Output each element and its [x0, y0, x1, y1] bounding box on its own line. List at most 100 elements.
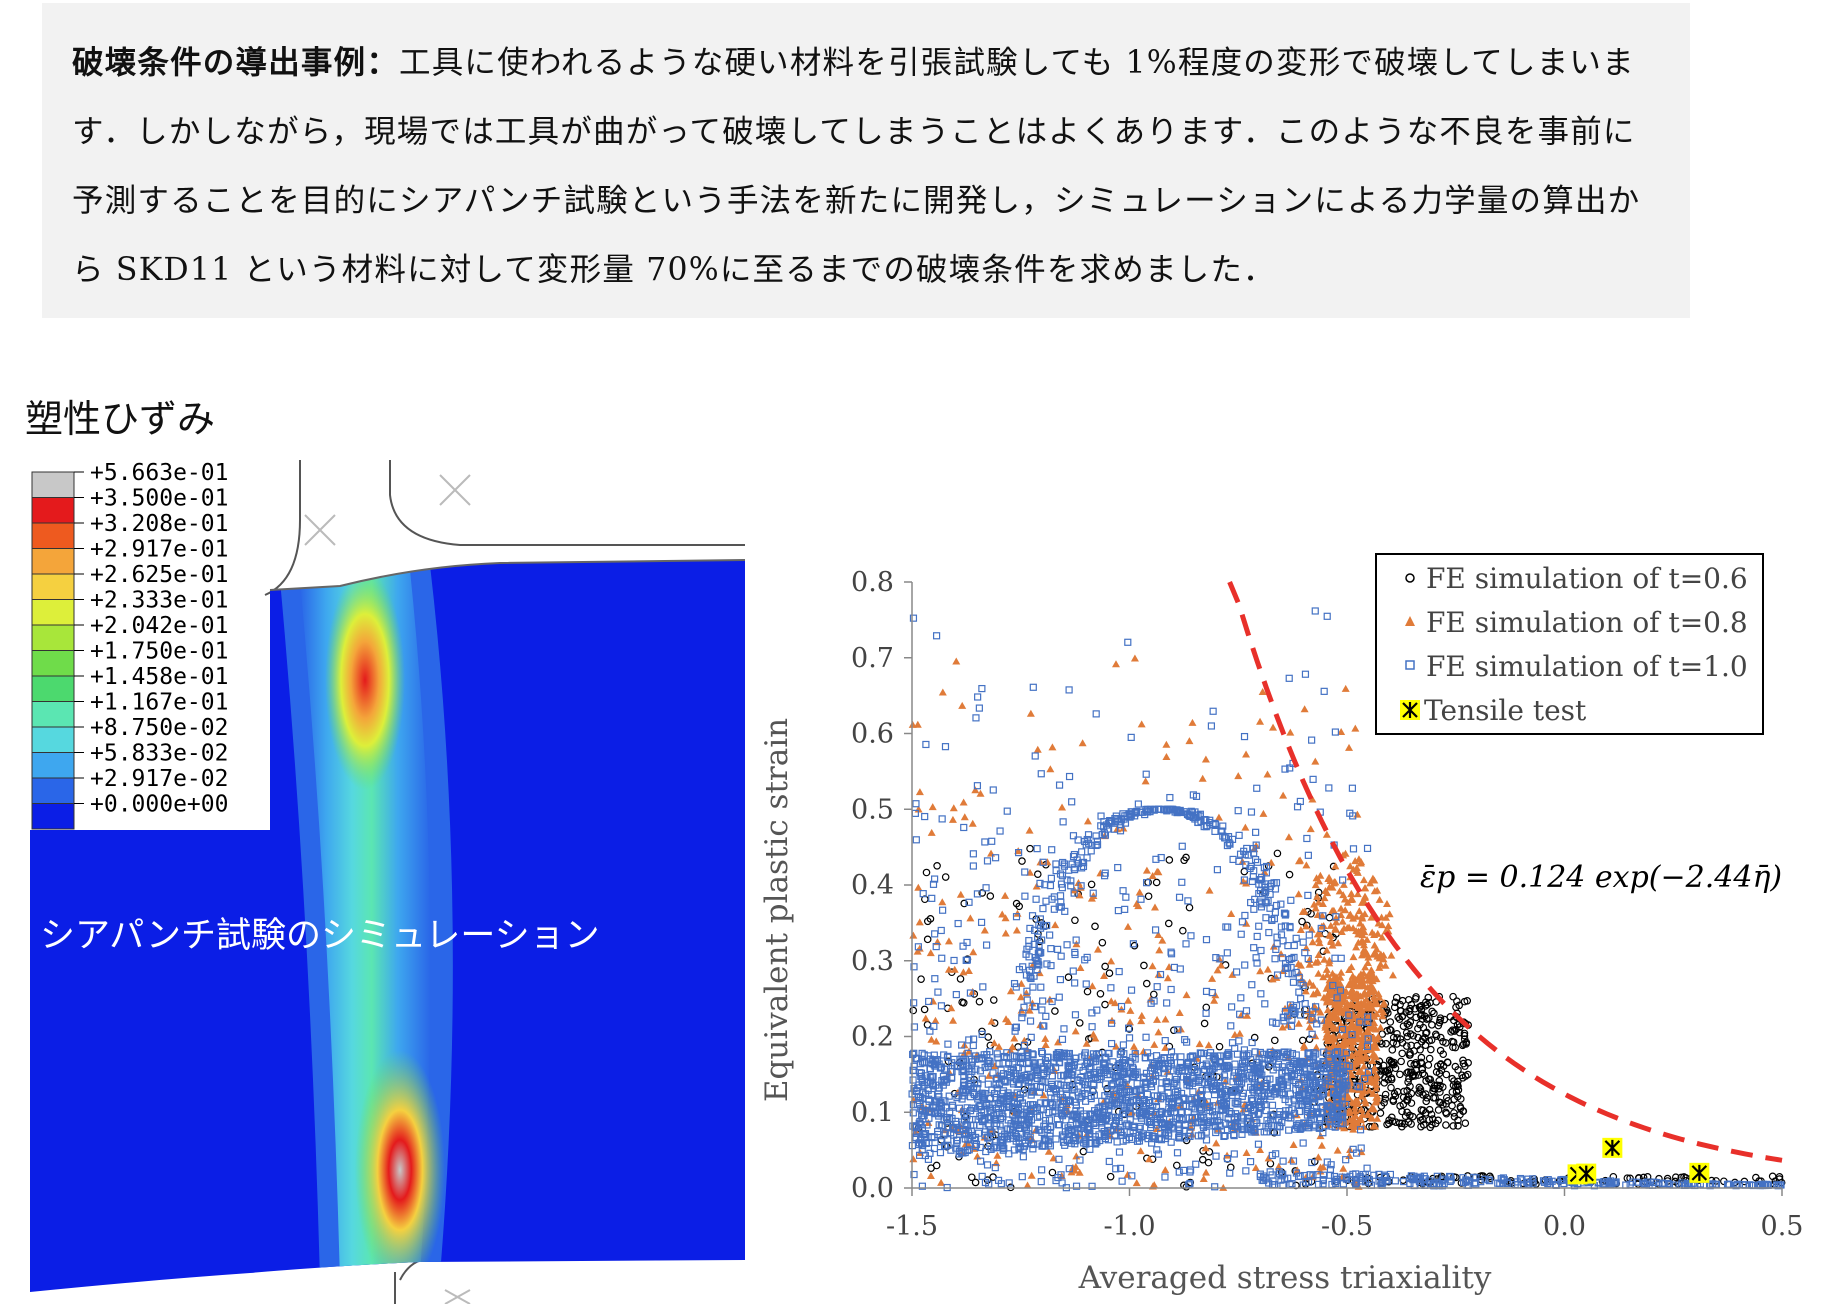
- data-point-t10: [1447, 1173, 1455, 1181]
- y-tick-label: 0.6: [851, 719, 894, 750]
- data-point-t08: [1326, 921, 1335, 929]
- data-point-t10: [1092, 710, 1100, 718]
- data-point-t08: [1372, 975, 1381, 983]
- data-point-t10: [980, 1116, 988, 1124]
- data-point-t10: [1037, 770, 1045, 778]
- data-point-t10: [1193, 1069, 1201, 1077]
- data-point-t10: [1010, 1052, 1019, 1060]
- data-point-t10: [1290, 1070, 1299, 1078]
- data-point-t10: [997, 1075, 1005, 1083]
- data-point-t10: [1332, 1119, 1340, 1128]
- data-point-t10: [1224, 923, 1232, 931]
- data-point-t10: [1099, 1115, 1107, 1123]
- data-point-t10: [1083, 854, 1091, 862]
- data-point-t10: [1251, 1128, 1259, 1136]
- data-point-t08: [1017, 979, 1026, 987]
- data-point-t10: [1098, 1115, 1106, 1124]
- data-point-t10: [1247, 862, 1255, 870]
- data-point-t10: [1299, 1139, 1307, 1147]
- data-point-t10: [1202, 816, 1210, 824]
- data-point-t10: [1065, 1096, 1073, 1104]
- data-point-t08: [985, 1071, 994, 1079]
- data-point-t08: [1242, 750, 1251, 758]
- data-point-t10: [1286, 924, 1294, 932]
- data-point-t08: [1353, 868, 1362, 876]
- data-point-t06: [1461, 1119, 1470, 1127]
- color-legend: +5.663e-01+3.500e-01+3.208e-01+2.917e-01…: [31, 460, 228, 830]
- data-point-t08: [1041, 1034, 1050, 1042]
- data-point-t08: [1373, 1114, 1382, 1122]
- data-point-t06: [1425, 1054, 1434, 1063]
- data-point-t08: [1033, 745, 1042, 753]
- data-point-t06: [1448, 1026, 1457, 1035]
- data-point-t10: [1281, 765, 1289, 773]
- data-point-t10: [1050, 905, 1058, 913]
- data-point-t10: [928, 894, 936, 902]
- data-point-t08: [1347, 890, 1356, 898]
- data-point-t08: [1370, 887, 1379, 895]
- data-point-t10: [1303, 834, 1311, 843]
- data-point-t06: [1449, 1038, 1458, 1046]
- data-point-t08: [1263, 965, 1272, 973]
- data-point-t10: [1034, 933, 1042, 941]
- data-point-t10: [1204, 1081, 1212, 1089]
- data-point-t10: [1023, 996, 1031, 1004]
- data-point-t10: [1120, 1050, 1128, 1058]
- data-point-t08: [1305, 1023, 1314, 1031]
- data-point-t08: [1345, 911, 1354, 919]
- data-point-t08: [1325, 981, 1334, 989]
- data-point-t10: [1048, 895, 1056, 903]
- data-point-t06: [1427, 1045, 1435, 1054]
- data-point-t06: [1407, 1099, 1416, 1107]
- data-point-t08: [1363, 983, 1372, 991]
- legend-value: +3.208e-01: [90, 511, 228, 537]
- data-point-t10: [1011, 1027, 1019, 1035]
- data-point-t08: [1139, 1047, 1148, 1055]
- data-point-t10: [1186, 1179, 1194, 1188]
- data-point-t10: [1306, 1070, 1314, 1078]
- legend-swatch: [31, 522, 75, 549]
- data-point-t08: [1355, 975, 1364, 983]
- data-point-t06: [1298, 917, 1306, 926]
- data-point-t10: [1345, 1011, 1353, 1019]
- data-point-t08: [1083, 817, 1092, 825]
- data-point-t10: [1150, 806, 1158, 814]
- data-point-t10: [1143, 1131, 1151, 1139]
- data-point-t10: [989, 1069, 997, 1077]
- data-point-t10: [1305, 1089, 1313, 1097]
- data-point-t10: [1250, 1126, 1258, 1135]
- data-point-t10: [1033, 845, 1041, 853]
- data-point-t10: [1018, 1099, 1027, 1107]
- data-point-t10: [1072, 1107, 1080, 1115]
- data-point-t10: [1272, 945, 1280, 953]
- data-point-t10: [1283, 963, 1291, 971]
- data-point-t10: [1168, 1100, 1176, 1108]
- data-point-t06: [1459, 1059, 1468, 1068]
- data-point-t06: [920, 1005, 929, 1014]
- data-point-t10: [1089, 889, 1097, 897]
- data-point-t08: [1154, 930, 1163, 938]
- simulation-heading: 塑性ひずみ: [25, 397, 216, 441]
- data-point-t08: [1150, 1181, 1159, 1189]
- data-point-t10: [1057, 903, 1065, 911]
- data-point-t10: [1317, 1098, 1325, 1106]
- data-point-t08: [1343, 923, 1352, 931]
- data-point-t06: [1420, 1012, 1429, 1021]
- data-point-t06: [1455, 1023, 1464, 1031]
- data-point-t08: [1361, 963, 1370, 971]
- data-point-t06: [1421, 1002, 1430, 1010]
- data-point-t08: [1154, 970, 1163, 978]
- data-point-t08: [1328, 883, 1337, 891]
- data-point-t08: [1088, 982, 1097, 990]
- data-point-t10: [929, 880, 938, 888]
- data-point-t10: [1328, 1110, 1337, 1118]
- data-point-t08: [1269, 723, 1278, 731]
- data-point-t10: [1255, 922, 1263, 930]
- data-point-t06: [1426, 1123, 1435, 1132]
- data-point-t08: [1111, 660, 1120, 668]
- x-tick-label: -0.5: [1321, 1211, 1373, 1242]
- data-point-t06: [921, 895, 929, 904]
- data-point-t08: [1161, 1043, 1170, 1051]
- data-point-t10: [950, 1055, 958, 1063]
- data-point-t08: [1314, 969, 1323, 977]
